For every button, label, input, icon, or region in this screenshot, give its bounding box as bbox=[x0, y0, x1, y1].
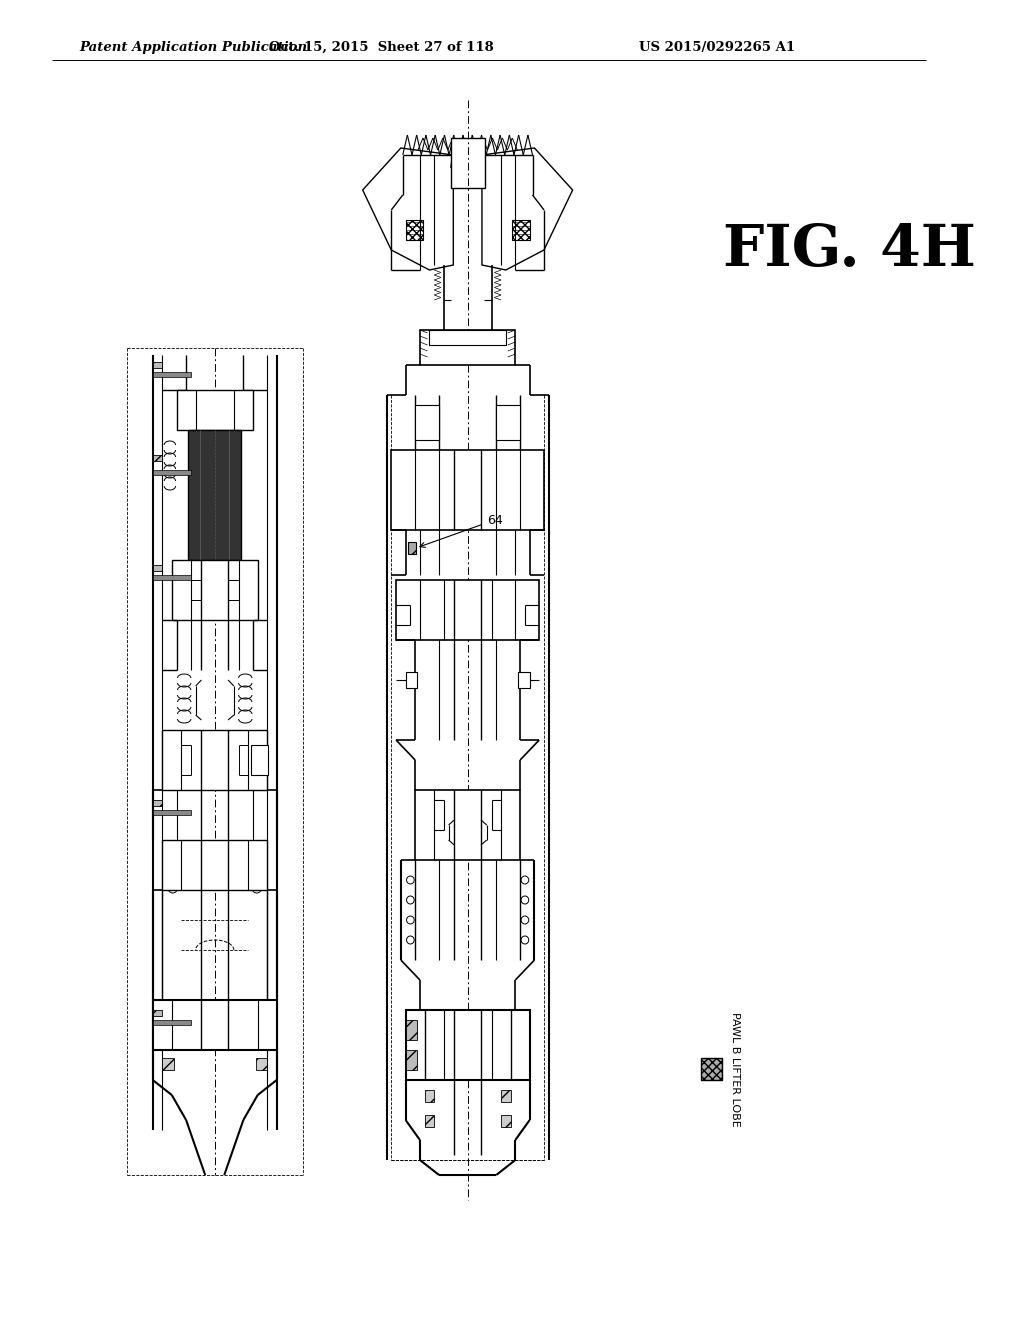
Text: 64: 64 bbox=[420, 513, 503, 548]
Circle shape bbox=[521, 916, 528, 924]
Bar bbox=[415, 405, 439, 440]
Bar bbox=[153, 372, 190, 378]
Circle shape bbox=[521, 936, 528, 944]
Bar bbox=[406, 220, 423, 240]
Bar bbox=[425, 1090, 434, 1102]
Bar bbox=[497, 405, 520, 440]
Bar bbox=[162, 840, 267, 890]
Bar bbox=[429, 330, 506, 345]
Circle shape bbox=[252, 853, 261, 863]
Bar bbox=[512, 220, 529, 240]
Bar bbox=[425, 1115, 434, 1127]
Circle shape bbox=[168, 853, 177, 863]
Bar bbox=[406, 1049, 417, 1071]
Bar bbox=[256, 1059, 267, 1071]
Text: Patent Application Publication: Patent Application Publication bbox=[79, 41, 307, 54]
Bar bbox=[420, 330, 515, 366]
Bar bbox=[153, 565, 162, 572]
Circle shape bbox=[407, 876, 414, 884]
Bar bbox=[188, 430, 242, 560]
Bar bbox=[518, 672, 529, 688]
Circle shape bbox=[521, 876, 528, 884]
Text: US 2015/0292265 A1: US 2015/0292265 A1 bbox=[639, 41, 796, 54]
Bar bbox=[153, 470, 190, 475]
Bar bbox=[406, 1010, 529, 1080]
Bar bbox=[153, 1001, 276, 1049]
Bar bbox=[501, 1090, 511, 1102]
Text: PAWL B LIFTER LOBE: PAWL B LIFTER LOBE bbox=[730, 1011, 740, 1126]
Text: Oct. 15, 2015  Sheet 27 of 118: Oct. 15, 2015 Sheet 27 of 118 bbox=[269, 41, 495, 54]
Bar bbox=[153, 1020, 190, 1026]
Bar bbox=[415, 789, 520, 861]
Bar bbox=[153, 800, 162, 807]
Bar bbox=[409, 543, 416, 554]
Circle shape bbox=[407, 936, 414, 944]
Bar bbox=[251, 744, 268, 775]
Bar bbox=[406, 672, 417, 688]
Bar bbox=[391, 450, 544, 531]
Circle shape bbox=[460, 165, 475, 181]
Circle shape bbox=[168, 869, 177, 878]
Circle shape bbox=[252, 883, 261, 894]
Bar bbox=[176, 389, 253, 430]
Bar bbox=[153, 576, 190, 579]
Circle shape bbox=[407, 896, 414, 904]
Bar bbox=[172, 560, 258, 620]
Circle shape bbox=[407, 916, 414, 924]
Circle shape bbox=[168, 883, 177, 894]
Circle shape bbox=[521, 896, 528, 904]
Bar bbox=[501, 1115, 511, 1127]
Bar bbox=[162, 730, 267, 789]
Bar bbox=[406, 1020, 417, 1040]
Bar bbox=[452, 139, 484, 187]
Bar bbox=[153, 455, 162, 461]
Bar bbox=[153, 362, 162, 368]
Bar bbox=[162, 1059, 174, 1071]
Bar bbox=[396, 579, 540, 640]
Text: FIG. 4H: FIG. 4H bbox=[723, 222, 976, 279]
Bar bbox=[701, 1059, 723, 1080]
Bar bbox=[153, 810, 190, 814]
Circle shape bbox=[252, 869, 261, 878]
Bar bbox=[153, 1010, 162, 1016]
